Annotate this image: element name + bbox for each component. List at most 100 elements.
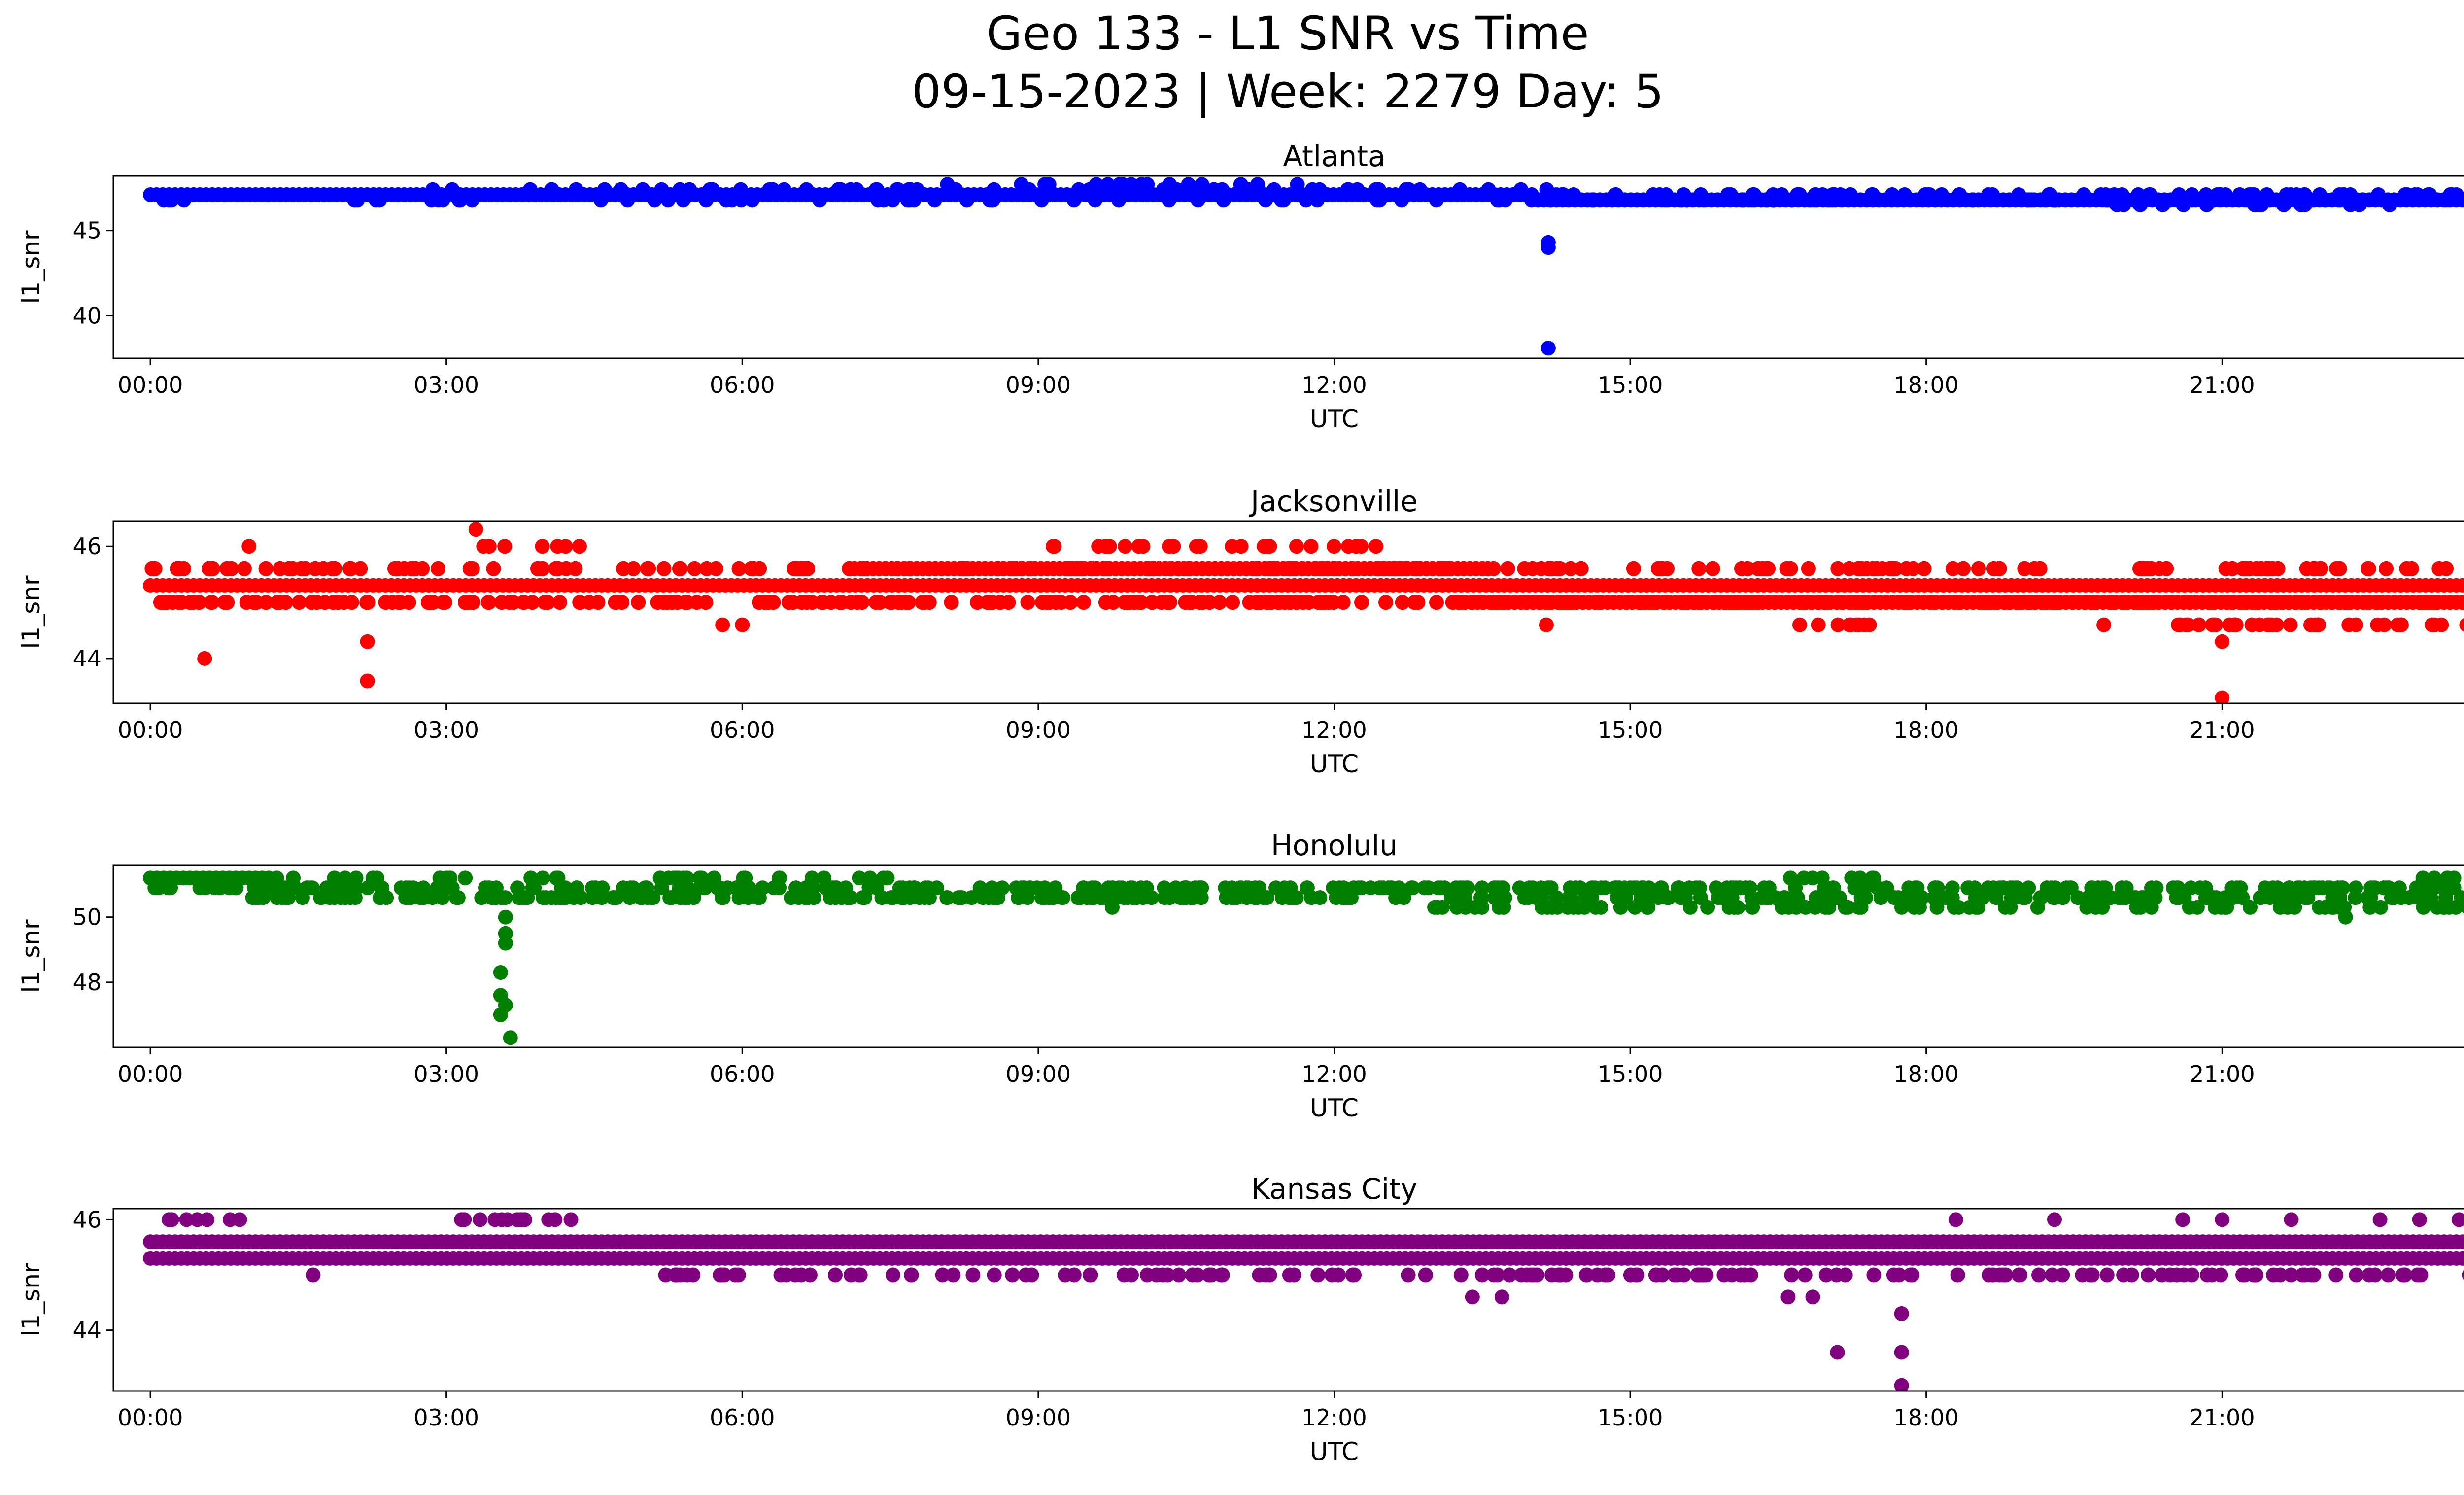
x-tick-label: 00:00: [118, 1404, 183, 1431]
x-tick-label: 18:00: [1893, 1061, 1959, 1087]
figure-title-line2: 09-15-2023 | Week: 2279 Day: 5: [912, 65, 1664, 119]
data-point: [2132, 197, 2148, 212]
data-point: [1560, 900, 1575, 915]
data-point: [2159, 561, 2174, 576]
data-point: [1458, 900, 1473, 915]
y-axis-label: l1_snr: [17, 575, 45, 649]
data-point: [317, 595, 333, 610]
data-point: [1801, 561, 1816, 576]
data-point: [797, 890, 813, 905]
data-point: [2243, 900, 2258, 915]
data-point-outlier: [1465, 1289, 1480, 1305]
data-point: [1215, 1267, 1230, 1283]
data-point: [1100, 177, 1115, 192]
data-point: [270, 890, 285, 905]
data-point: [1402, 182, 1417, 197]
x-tick-label: 09:00: [1006, 1061, 1071, 1087]
data-point: [563, 1212, 579, 1227]
data-point: [237, 561, 252, 576]
data-point: [2379, 561, 2394, 576]
data-point-outlier: [498, 936, 513, 951]
data-point: [568, 561, 583, 576]
data-point: [970, 595, 985, 610]
data-point: [1258, 192, 1273, 208]
data-point: [1054, 595, 1069, 610]
data-point: [1862, 617, 1877, 632]
data-point: [2155, 197, 2170, 212]
data-point: [935, 1267, 950, 1283]
data-point: [1544, 1267, 1560, 1283]
data-point: [1083, 1267, 1097, 1283]
data-point: [2055, 890, 2071, 905]
data-point-outlier: [2313, 561, 2328, 576]
data-point: [219, 561, 235, 576]
data-point: [633, 890, 648, 905]
data-point: [2011, 1267, 2026, 1283]
data-point: [680, 1267, 695, 1283]
data-point: [1066, 192, 1082, 208]
data-point: [1395, 595, 1410, 610]
data-point: [2439, 561, 2454, 576]
data-point: [1530, 1267, 1544, 1283]
data-point: [2246, 1267, 2261, 1283]
data-point: [1700, 900, 1715, 915]
data-point: [1544, 561, 1559, 576]
data-point: [793, 561, 808, 576]
data-point: [1249, 595, 1264, 610]
data-point: [228, 880, 243, 896]
data-point: [2326, 900, 2341, 915]
data-point: [2118, 890, 2133, 905]
data-point: [1886, 1267, 1901, 1283]
x-tick-label: 03:00: [413, 1061, 479, 1087]
data-point: [1600, 1267, 1615, 1283]
data-point: [988, 890, 1003, 905]
data-point: [1401, 1267, 1416, 1283]
data-point: [1854, 561, 1869, 576]
data-point: [2312, 900, 2327, 915]
data-point-outlier: [1830, 1345, 1845, 1360]
data-point: [765, 182, 781, 197]
data-point: [1369, 539, 1384, 554]
data-point: [464, 192, 479, 208]
data-point-outlier: [2047, 1212, 2062, 1227]
data-point: [270, 595, 285, 610]
data-point: [2219, 900, 2234, 915]
data-point-outlier: [503, 1030, 518, 1045]
data-point: [1066, 1267, 1082, 1283]
data-point: [2297, 197, 2312, 212]
y-tick-label: 46: [72, 1206, 102, 1233]
data-point: [752, 595, 767, 610]
data-point: [1971, 561, 1986, 576]
data-point: [2416, 900, 2431, 915]
data-point: [2239, 561, 2254, 576]
data-point: [1312, 890, 1328, 905]
data-point: [1160, 595, 1175, 610]
data-point: [2461, 580, 2464, 591]
data-point: [1829, 1267, 1844, 1283]
data-point: [1865, 870, 1880, 886]
y-tick-label: 46: [72, 533, 102, 559]
x-tick-label: 15:00: [1598, 1061, 1663, 1087]
data-point: [1140, 177, 1155, 192]
data-point: [337, 870, 352, 886]
data-point: [1076, 595, 1091, 610]
data-point-outlier: [1494, 1289, 1509, 1305]
data-point: [965, 1267, 981, 1283]
data-point: [1726, 900, 1742, 915]
data-point: [1089, 177, 1104, 192]
data-point: [849, 182, 864, 197]
data-point: [1811, 617, 1826, 632]
data-point: [1115, 177, 1130, 192]
data-point: [1011, 890, 1027, 905]
data-point: [635, 182, 650, 197]
data-point: [885, 192, 900, 208]
data-point: [463, 561, 479, 576]
data-point: [2455, 595, 2464, 610]
data-point: [2448, 900, 2464, 915]
data-point: [880, 870, 895, 886]
data-point: [2018, 890, 2033, 905]
data-point: [714, 1267, 729, 1283]
data-point: [1035, 595, 1050, 610]
data-point: [901, 595, 916, 610]
data-point: [1613, 900, 1628, 915]
